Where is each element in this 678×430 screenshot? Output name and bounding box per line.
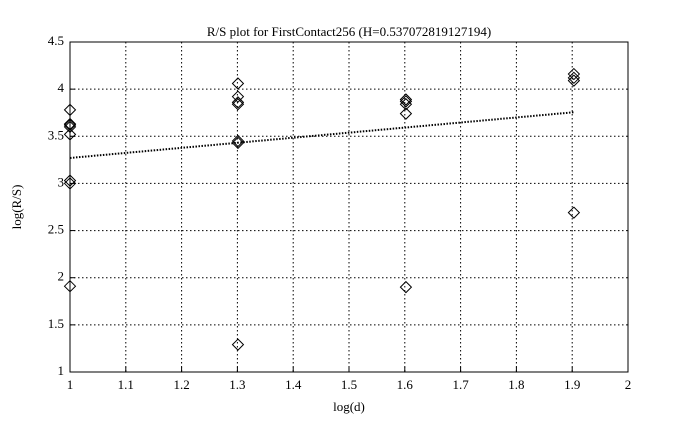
y-tick-label: 4.5	[48, 33, 64, 48]
marker	[63, 174, 77, 187]
marker	[399, 107, 413, 120]
marker	[231, 98, 245, 111]
marker	[63, 128, 77, 141]
x-tick-label: 1.8	[508, 377, 524, 392]
y-tick-label: 2	[58, 269, 65, 284]
marker	[63, 103, 77, 117]
marker	[399, 93, 413, 106]
marker	[231, 77, 245, 90]
x-tick-label: 1.3	[229, 377, 245, 392]
marker	[231, 90, 245, 103]
marker	[63, 177, 77, 190]
y-axis-label: log(R/S)	[9, 185, 24, 230]
marker	[567, 74, 581, 87]
y-tick-label: 1.5	[48, 316, 64, 331]
x-tick-label: 2	[625, 377, 632, 392]
x-tick-label: 1	[67, 377, 74, 392]
marker	[567, 67, 581, 81]
marker	[567, 206, 581, 219]
x-tick-label: 1.7	[452, 377, 469, 392]
x-tick-label: 1.5	[341, 377, 357, 392]
x-tick-label: 1.6	[397, 377, 414, 392]
plot-frame	[69, 41, 629, 373]
y-tick-label: 2.5	[48, 222, 64, 237]
x-tick-label: 1.4	[285, 377, 302, 392]
chart-title: R/S plot for FirstContact256 (H=0.537072…	[207, 24, 491, 39]
marker	[399, 280, 413, 294]
marker	[399, 98, 413, 111]
x-axis-label: log(d)	[333, 399, 365, 414]
marker	[231, 338, 245, 351]
y-tick-label: 4	[58, 80, 65, 95]
marker	[567, 71, 581, 85]
marker	[399, 95, 413, 108]
y-tick-label: 3	[58, 174, 65, 189]
marker	[63, 120, 77, 134]
marker	[63, 279, 77, 293]
x-tick-label: 1.2	[173, 377, 189, 392]
marker	[231, 136, 245, 150]
marker	[231, 134, 245, 148]
x-tick-label: 1.9	[564, 377, 580, 392]
marker	[231, 96, 245, 109]
y-tick-label: 3.5	[48, 127, 64, 142]
marker	[63, 118, 77, 132]
fit-line	[69, 111, 574, 159]
x-tick-label: 1.1	[118, 377, 134, 392]
y-tick-label: 1	[58, 363, 65, 378]
